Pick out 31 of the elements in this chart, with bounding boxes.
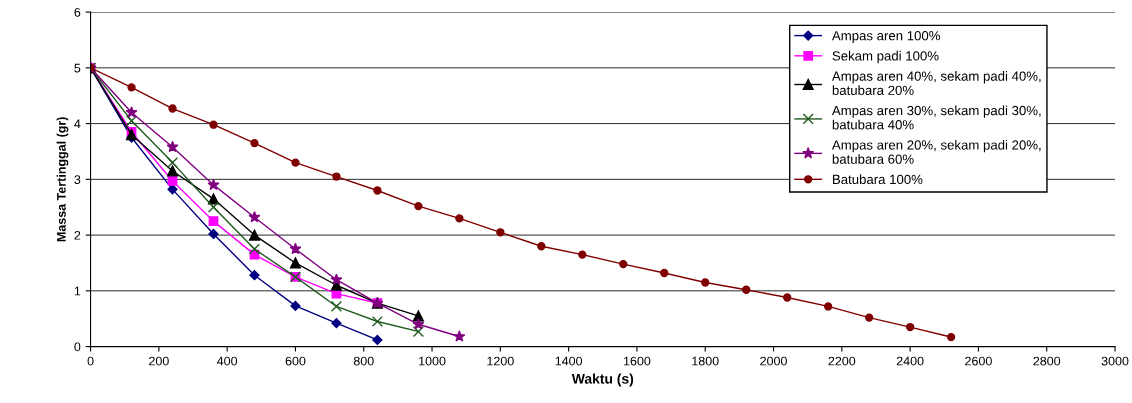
x-tick-label: 0 [87, 356, 94, 366]
legend-label: Ampas aren 100% [831, 31, 941, 43]
legend-label: Ampas aren 20%, sekam padi 20%, batubara 60% [831, 139, 1041, 164]
y-tick-label: 4 [74, 119, 81, 129]
x-tick-label: 2800 [1033, 356, 1061, 366]
x-tick-label: 3000 [1101, 356, 1129, 366]
y-tick-label: 1 [74, 286, 81, 296]
x-tick-label: 200 [149, 356, 169, 366]
x-tick-label: 400 [217, 356, 238, 366]
legend-label: Ampas aren 30%, sekam padi 30%, batubara 40% [831, 105, 1041, 130]
x-tick-label: 2000 [760, 356, 787, 366]
x-tick-label: 600 [285, 356, 306, 366]
y-tick-label: 0 [74, 342, 81, 352]
y-tick-label: 3 [74, 175, 81, 184]
y-axis-title: Massa Tertinggal (gr) [56, 117, 69, 242]
x-tick-label: 1400 [555, 356, 583, 366]
x-tick-label: 2400 [896, 356, 924, 366]
legend-label: Ampas aren 40%, sekam padi 40%, batubara 20% [831, 71, 1041, 95]
x-tick-label: 1800 [692, 356, 719, 366]
x-tick-label: 1200 [487, 356, 514, 366]
y-tick-label: 6 [74, 7, 81, 17]
x-tick-label: 1000 [419, 356, 446, 366]
x-tick-label: 2600 [965, 356, 992, 366]
x-axis-title: Waktu (s) [571, 373, 634, 387]
x-tick-label: 1600 [623, 356, 651, 366]
x-tick-label: 2200 [828, 356, 856, 366]
y-tick-label: 5 [74, 63, 81, 73]
y-tick-label: 2 [74, 230, 81, 240]
x-tick-label: 800 [353, 356, 374, 366]
legend-label: Sekam padi 100% [832, 50, 939, 64]
legend-label: Batubara 100% [833, 174, 923, 185]
